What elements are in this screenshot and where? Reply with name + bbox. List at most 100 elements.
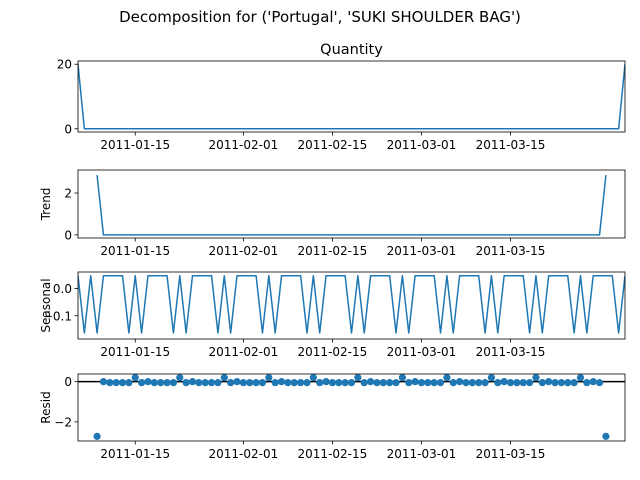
seasonal-xtick-label: 2011-03-15 [476,345,546,359]
resid-point [468,379,476,387]
resid-point [131,374,139,382]
resid-point [449,379,457,387]
seasonal-ytick-label: −0.1 [43,309,72,323]
resid-point [436,379,445,387]
resid-point [456,378,464,386]
observed-plot [78,64,625,130]
resid-point [195,379,203,387]
resid-point [513,379,521,387]
seasonal-plot [78,274,625,334]
resid-point [360,379,368,387]
resid-point [366,378,375,386]
resid-point [144,378,152,386]
panel-observed: Quantity 0 20 2011-01-15 2011-02-01 2011-02-1… [57,42,626,152]
resid-point [258,379,267,387]
resid-ytick-label: 0 [64,375,72,389]
trend-frame [77,169,626,239]
observed-ytick-label: 20 [57,58,72,72]
resid-point [112,379,120,387]
seasonal-xtick-label: 2011-02-15 [298,345,368,359]
resid-xtick-label: 2011-03-15 [476,447,546,461]
resid-point [233,378,241,386]
seasonal-ylabel: Seasonal [39,278,53,332]
resid-point [487,374,496,382]
resid-point [354,374,362,382]
resid-point [246,379,254,387]
resid-point [265,374,273,382]
observed-xtick-label: 2011-02-15 [298,138,368,152]
resid-point [99,378,108,386]
resid-point [551,379,559,387]
resid-point [207,379,216,387]
resid-point [373,379,381,387]
resid-point [417,379,426,387]
observed-frame [77,60,626,133]
resid-point [163,379,171,387]
resid-point [443,374,451,382]
resid-point [93,432,101,440]
observed-xtick-label: 2011-03-01 [387,138,457,152]
resid-point [201,379,209,387]
resid-point [494,379,502,387]
seasonal-frame [77,271,626,340]
resid-point [227,379,235,387]
resid-point [220,374,228,382]
resid-point [125,379,133,387]
observed-title: Quantity [320,42,383,58]
resid-point [138,379,146,387]
resid-point [538,379,546,387]
resid-point [595,379,604,387]
observed-series-line [78,64,625,130]
resid-frame [77,373,626,442]
resid-point [430,379,438,387]
trend-plot [96,174,607,236]
resid-point [525,379,534,387]
resid-point [277,378,286,386]
resid-point [328,379,337,387]
resid-point [424,379,432,387]
panel-seasonal: Seasonal 0.0 −0.1 2011-01-15 2011-02-01 2011-… [39,271,626,359]
resid-point [341,379,349,387]
resid-point [481,379,489,387]
resid-point [182,379,190,387]
resid-ytick-label: −2 [54,415,72,429]
resid-xtick-label: 2011-03-01 [387,447,457,461]
resid-point [188,378,197,386]
resid-point [405,379,413,387]
resid-point [309,374,317,382]
resid-point [379,379,387,387]
trend-xtick-label: 2011-02-15 [298,244,368,258]
resid-point [290,379,298,387]
resid-point [576,374,585,382]
resid-point [411,378,419,386]
resid-ylabel: Resid [39,391,53,423]
resid-point [297,379,305,387]
resid-point [271,379,279,387]
resid-point [176,374,184,382]
resid-point [398,374,406,382]
resid-point [475,379,483,387]
observed-xtick-label: 2011-01-15 [100,138,170,152]
resid-point [519,379,527,387]
resid-point [545,378,553,386]
resid-point [392,379,400,387]
panels: Quantity 0 20 2011-01-15 2011-02-01 2011-02-1… [39,42,626,461]
resid-point [106,379,114,387]
resid-xtick-label: 2011-01-15 [100,447,170,461]
seasonal-xtick-label: 2011-02-01 [208,345,278,359]
resid-xtick-label: 2011-02-15 [298,447,368,461]
resid-point [589,378,597,386]
trend-ylabel: Trend [39,188,53,222]
resid-point [322,378,330,386]
resid-point [500,378,508,386]
resid-point [602,432,610,440]
resid-point [157,379,165,387]
resid-point [303,379,311,387]
resid-point [214,379,222,387]
resid-point [347,379,356,387]
trend-series-line [96,174,607,236]
panel-resid: Resid 0 −2 2011-01-15 2011-02-01 2011-02-15 20… [39,373,626,461]
resid-point [506,379,515,387]
resid-xtick-label: 2011-02-01 [208,447,278,461]
